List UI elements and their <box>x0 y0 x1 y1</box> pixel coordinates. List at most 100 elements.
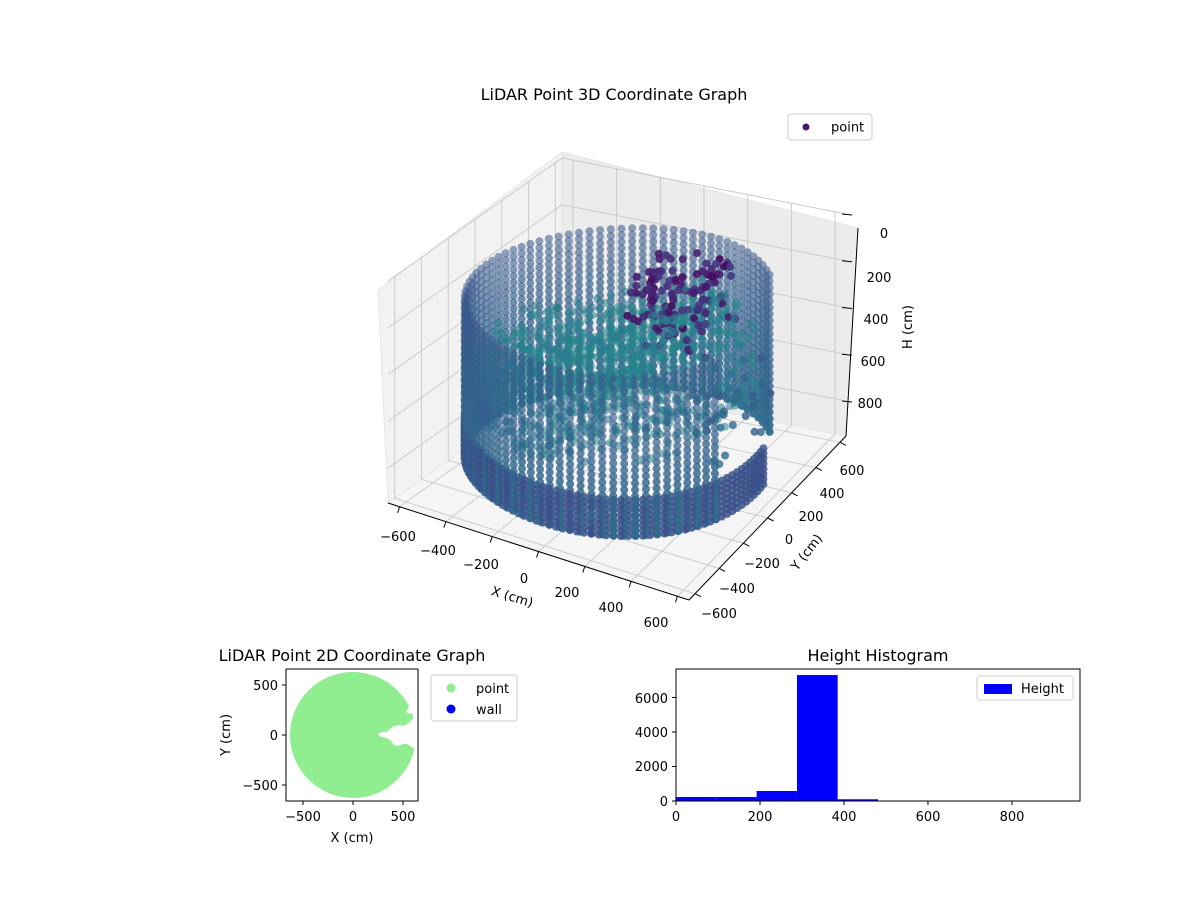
data-point <box>606 284 615 293</box>
data-point <box>730 254 739 263</box>
data-point <box>494 386 503 395</box>
data-point <box>488 382 496 391</box>
data-point <box>673 422 682 431</box>
data-point <box>710 377 719 386</box>
data-point <box>566 388 575 397</box>
data-point <box>683 419 692 428</box>
data-point <box>765 323 774 332</box>
data-point <box>620 400 629 409</box>
data-point <box>509 311 518 320</box>
data-point <box>693 306 702 315</box>
data-point <box>494 305 503 314</box>
data-point <box>710 391 719 399</box>
data-point <box>555 324 564 332</box>
data-point <box>663 378 672 387</box>
data-point <box>587 437 596 446</box>
data-point <box>638 256 647 265</box>
data-point <box>723 283 732 292</box>
plot-2d-ticks <box>282 684 404 805</box>
histogram-frame <box>675 668 1081 802</box>
data-point <box>488 421 496 430</box>
data-point <box>707 252 715 261</box>
data-point <box>509 447 518 456</box>
data-point <box>566 427 575 436</box>
data-point <box>677 306 686 315</box>
data-point <box>488 336 496 345</box>
data-point <box>566 343 575 351</box>
data-point <box>488 369 496 378</box>
data-point <box>726 263 734 271</box>
data-point <box>652 405 661 414</box>
data-point <box>576 436 585 445</box>
data-point <box>657 332 666 341</box>
data-point <box>518 431 526 440</box>
data-point <box>593 294 602 303</box>
data-point <box>526 455 535 464</box>
data-point <box>566 375 575 384</box>
data-point <box>594 530 603 539</box>
data-point <box>620 407 629 416</box>
histogram-bar <box>716 797 757 801</box>
data-point <box>517 242 526 251</box>
data-point <box>657 286 666 295</box>
data-point <box>526 468 535 477</box>
data-point <box>482 397 490 406</box>
data-point <box>730 280 739 289</box>
y-tick-labels-3d: −600 −400 −200 0 200 400 600 <box>701 464 864 622</box>
data-point <box>694 321 703 330</box>
data-point <box>683 400 692 409</box>
data-point <box>652 392 661 401</box>
data-point <box>501 268 510 277</box>
data-point <box>545 363 554 372</box>
data-point <box>545 442 554 451</box>
data-point <box>558 347 567 355</box>
data-point <box>575 241 583 250</box>
data-point <box>488 414 496 423</box>
data-point <box>673 435 682 444</box>
data-point <box>501 275 510 284</box>
y-tick: −600 <box>701 607 737 622</box>
data-point <box>536 393 545 402</box>
data-point <box>573 298 582 307</box>
data-point <box>737 316 746 325</box>
data-point <box>526 239 535 248</box>
data-point <box>711 342 720 351</box>
data-point <box>617 296 626 305</box>
data-point <box>497 328 506 337</box>
data-point <box>631 531 640 540</box>
data-point <box>598 386 607 395</box>
data-point <box>576 423 585 431</box>
data-point <box>494 265 503 274</box>
data-point <box>692 384 701 393</box>
data-point <box>689 254 697 263</box>
histogram-bar <box>837 799 878 801</box>
data-point <box>638 224 647 233</box>
data-point <box>488 434 496 443</box>
data-point <box>526 448 535 457</box>
data-point <box>702 446 711 455</box>
data-point <box>719 344 728 353</box>
data-point <box>518 405 526 414</box>
data-point <box>652 510 661 519</box>
data-point <box>518 464 526 473</box>
data-point <box>639 312 648 321</box>
data-point <box>679 246 688 255</box>
data-point <box>683 452 692 461</box>
data-point <box>576 396 585 405</box>
data-point <box>476 326 485 335</box>
data-point <box>598 432 607 441</box>
data-point <box>598 399 607 408</box>
data-point <box>620 420 629 429</box>
data-point <box>545 370 554 379</box>
data-point <box>488 401 496 410</box>
x-tick: 400 <box>832 810 857 825</box>
data-point <box>598 458 607 467</box>
data-point <box>555 451 564 460</box>
data-point <box>620 413 629 422</box>
data-point <box>509 304 518 313</box>
data-point <box>644 349 652 358</box>
data-point <box>730 241 739 250</box>
data-point <box>660 316 669 325</box>
data-point <box>554 252 563 261</box>
data-point <box>723 362 732 371</box>
